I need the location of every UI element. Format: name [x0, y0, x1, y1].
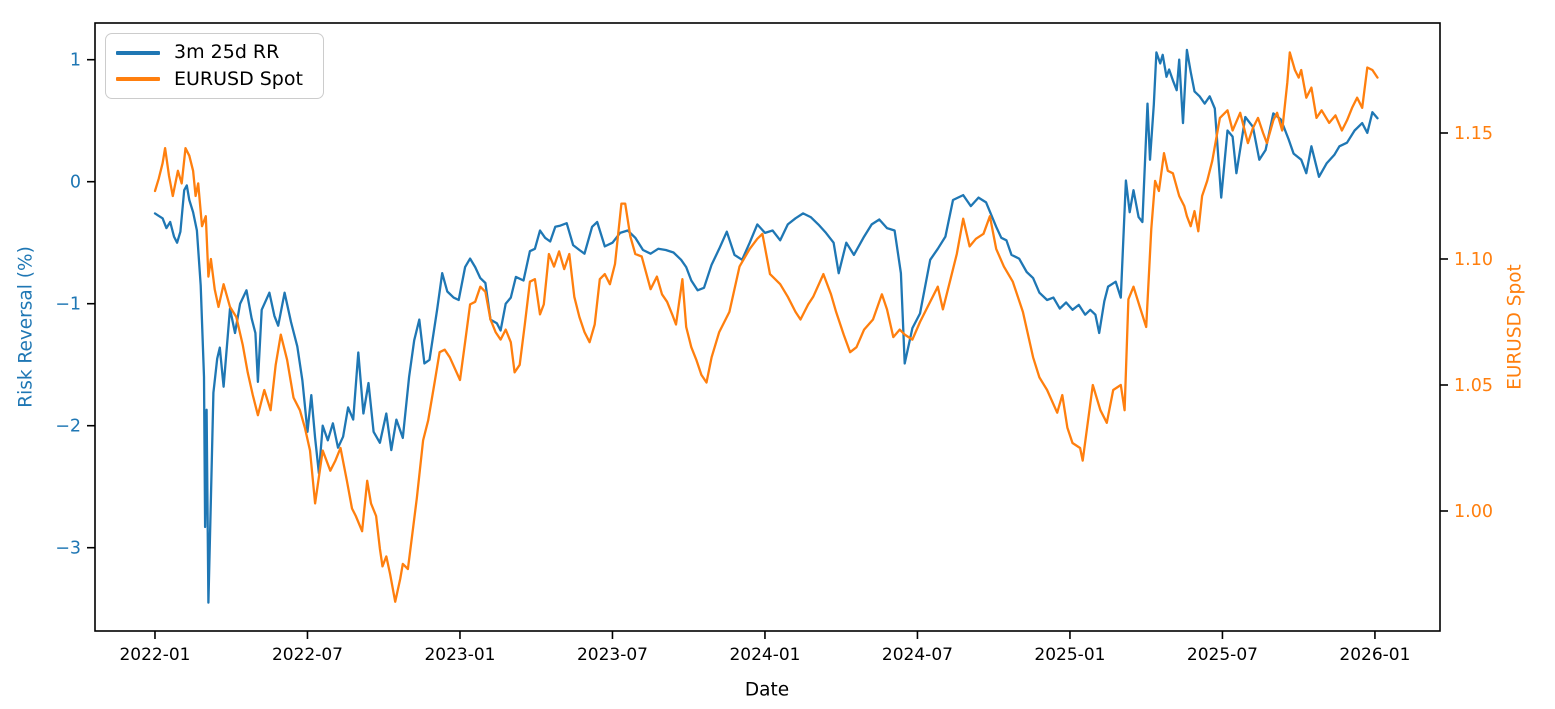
legend: 3m 25d RR EURUSD Spot: [105, 33, 324, 99]
spot-line: [153, 51, 1379, 603]
x-tick-label: 2022-07: [272, 645, 343, 665]
rr-line-sample: [116, 51, 160, 55]
left-tick-label: −3: [55, 539, 81, 559]
left-tick-label: 0: [70, 173, 81, 193]
x-tick-label: 2023-07: [577, 645, 648, 665]
x-tick-label: 2024-07: [882, 645, 953, 665]
x-axis-title: Date: [744, 679, 790, 701]
x-tick-label: 2025-01: [1034, 645, 1105, 665]
legend-item-spot: EURUSD Spot: [116, 67, 313, 90]
left-tick-label: −1: [55, 295, 81, 315]
x-tick-label: 2023-01: [424, 645, 495, 665]
left-tick-label: 1: [70, 51, 81, 71]
left-axis-title: Risk Reversal (%): [15, 246, 37, 408]
legend-label-spot: EURUSD Spot: [174, 67, 303, 90]
right-tick-label: 1.15: [1454, 124, 1493, 144]
x-tick-label: 2025-07: [1187, 645, 1258, 665]
legend-label-rr: 3m 25d RR: [174, 41, 280, 64]
right-tick-label: 1.00: [1454, 502, 1493, 522]
legend-item-rr: 3m 25d RR: [116, 43, 313, 62]
right-tick-label: 1.05: [1454, 376, 1493, 396]
plot-border: [94, 22, 1441, 632]
x-tick-label: 2026-01: [1339, 645, 1410, 665]
right-axis-title: EURUSD Spot: [1504, 264, 1526, 390]
spot-line-sample: [116, 77, 160, 81]
x-tick-label: 2022-01: [119, 645, 190, 665]
x-tick-label: 2024-01: [729, 645, 800, 665]
right-tick-label: 1.10: [1454, 250, 1493, 270]
left-tick-label: −2: [55, 417, 81, 437]
rr-line: [153, 48, 1379, 604]
